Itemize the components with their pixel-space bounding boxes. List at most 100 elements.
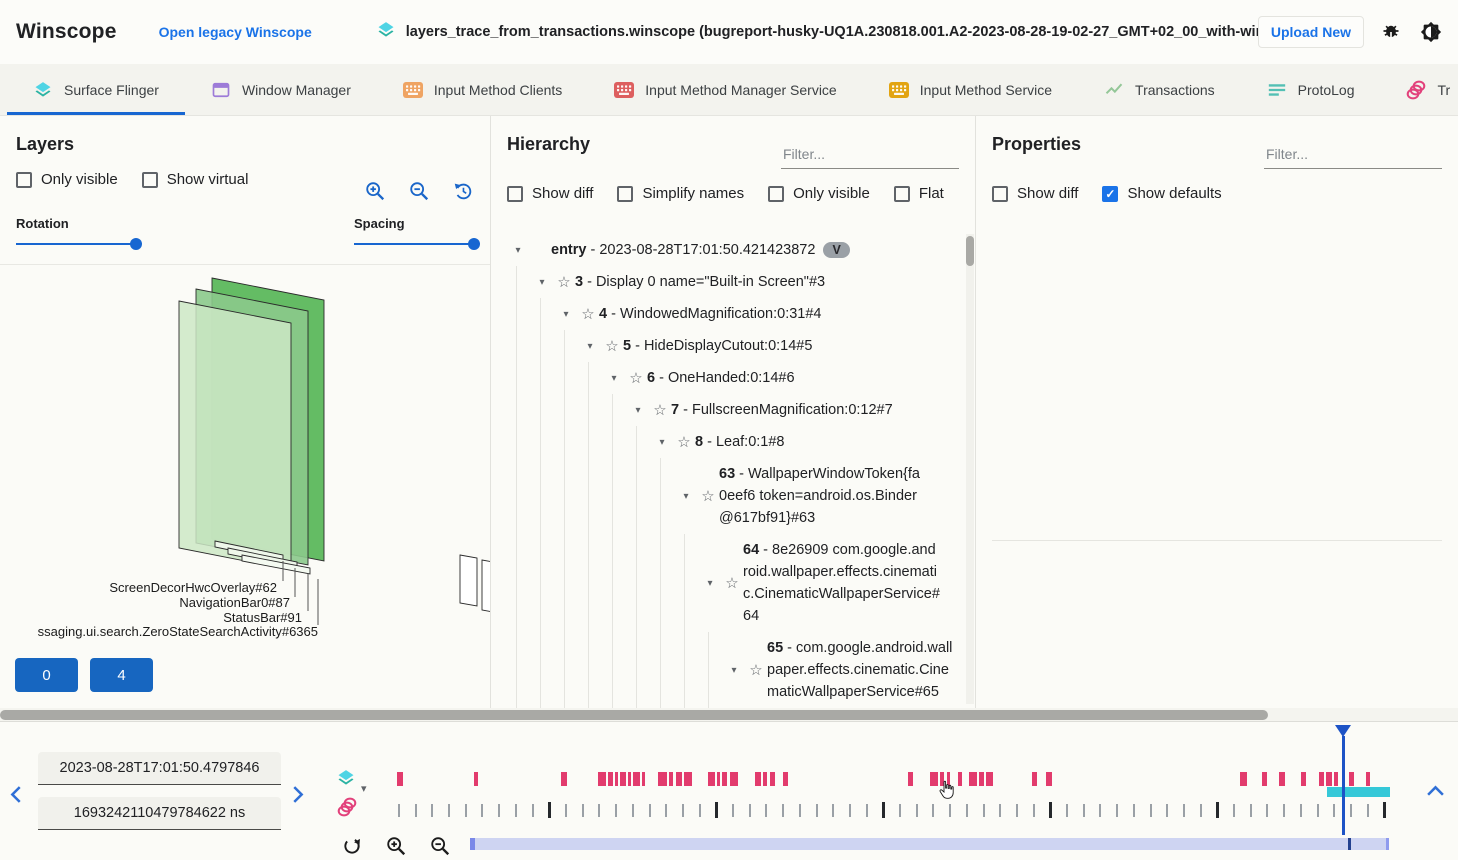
trace-event-mark[interactable] — [770, 772, 775, 786]
transaction-tick-mark[interactable] — [1083, 804, 1085, 817]
trace-event-mark[interactable] — [708, 772, 715, 786]
pin-star-icon[interactable]: ☆ — [557, 274, 571, 291]
checkbox-box[interactable] — [768, 185, 785, 202]
tree-node-entry[interactable]: ▾ entry - 2023-08-28T17:01:50.421423872 V — [507, 234, 963, 266]
transaction-tick-mark[interactable] — [749, 804, 751, 817]
trace-event-mark[interactable] — [755, 772, 761, 786]
transaction-tick-mark[interactable] — [431, 804, 433, 817]
transaction-tick-mark[interactable] — [1317, 804, 1319, 817]
tree-node-7[interactable]: ▾ ☆ 7 - FullscreenMagnification:0:12#7 — [627, 394, 963, 426]
next-entry-chevron[interactable] — [291, 785, 306, 807]
trace-event-mark[interactable] — [1326, 772, 1332, 786]
trace-event-mark[interactable] — [598, 772, 606, 786]
trace-event-mark[interactable] — [1319, 772, 1324, 786]
transaction-tick-mark[interactable] — [481, 804, 483, 817]
transaction-tick-mark[interactable] — [1300, 804, 1302, 817]
trace-event-mark[interactable] — [684, 772, 692, 786]
trace-event-mark[interactable] — [397, 772, 403, 786]
zoom-in-icon[interactable] — [362, 178, 388, 204]
checkbox-simplify-names[interactable]: Simplify names — [617, 185, 744, 202]
nanosecond-time-input[interactable] — [38, 797, 281, 830]
transaction-tick-mark[interactable] — [699, 804, 701, 817]
timeline-selection-range[interactable] — [1327, 787, 1390, 797]
pin-star-icon[interactable]: ☆ — [749, 662, 763, 679]
trace-event-mark[interactable] — [608, 772, 613, 786]
curtain-slider-button-right[interactable]: 4 — [90, 658, 153, 692]
transaction-tick-mark[interactable] — [799, 804, 801, 817]
tab-surface-flinger[interactable]: Surface Flinger — [7, 64, 185, 115]
transaction-tick-mark[interactable] — [782, 804, 784, 817]
pin-star-icon[interactable]: ☆ — [581, 306, 595, 323]
checkbox-flat[interactable]: Flat — [893, 185, 944, 202]
tree-node-3[interactable]: ▾ ☆ 3 - Display 0 name="Built-in Screen"#3 — [531, 266, 963, 298]
transaction-tick-mark[interactable] — [866, 804, 868, 817]
trace-event-mark[interactable] — [1301, 772, 1306, 786]
expand-arrow-icon[interactable]: ▾ — [515, 244, 521, 256]
transaction-tick-mark[interactable] — [1250, 804, 1252, 817]
transaction-tick-mark[interactable] — [999, 804, 1001, 817]
pin-star-icon[interactable]: ☆ — [701, 488, 715, 505]
checkbox-only-visible[interactable]: Only visible — [768, 185, 870, 202]
trace-event-mark[interactable] — [658, 772, 667, 786]
trace-event-mark[interactable] — [669, 772, 673, 786]
trace-event-mark[interactable] — [908, 772, 913, 786]
checkbox-box[interactable]: ✓ — [1102, 185, 1119, 202]
checkbox-show-diff[interactable]: Show diff — [992, 185, 1078, 202]
transaction-tick-mark[interactable] — [1183, 804, 1185, 817]
transaction-tick-mark[interactable] — [1099, 804, 1101, 817]
trace-event-mark[interactable] — [969, 772, 977, 786]
transaction-tick-mark[interactable] — [498, 804, 500, 817]
transaction-tick-mark[interactable] — [1150, 804, 1152, 817]
trace-event-mark[interactable] — [783, 772, 788, 786]
transaction-tick-mark[interactable] — [598, 804, 600, 817]
tree-node-64[interactable]: ▾ ☆ 64 - 8e26909 com.google.android.wallpa… — [699, 534, 963, 632]
trace-event-mark[interactable] — [947, 772, 950, 786]
pin-star-icon[interactable]: ☆ — [725, 575, 739, 592]
tree-node-5[interactable]: ▾ ☆ 5 - HideDisplayCutout:0:14#5 — [579, 330, 963, 362]
checkbox-show-diff[interactable]: Show diff — [507, 185, 593, 202]
transaction-tick-mark[interactable] — [1367, 804, 1369, 817]
transaction-tick-mark[interactable] — [665, 804, 667, 817]
transaction-tick-mark[interactable] — [565, 804, 567, 817]
tree-node-65[interactable]: ▾ ☆ 65 - com.google.android.wallpaper.effe… — [723, 632, 963, 708]
transaction-tick-mark[interactable] — [765, 804, 767, 817]
trace-event-mark[interactable] — [1334, 772, 1338, 786]
transaction-tick-mark[interactable] — [1233, 804, 1235, 817]
transaction-tick-mark[interactable] — [465, 804, 467, 817]
transaction-tick-mark[interactable] — [682, 804, 684, 817]
trace-event-mark[interactable] — [1262, 772, 1267, 786]
tab-window-manager[interactable]: Window Manager — [185, 64, 377, 115]
transaction-tick-mark[interactable] — [1133, 804, 1135, 817]
transaction-tick-mark[interactable] — [715, 802, 718, 818]
transaction-tick-mark[interactable] — [1016, 804, 1018, 817]
tab-protolog[interactable]: ProtoLog — [1241, 64, 1381, 115]
hierarchy-scrollbar[interactable] — [966, 234, 974, 704]
transaction-tick-mark[interactable] — [899, 804, 901, 817]
tree-node-4[interactable]: ▾ ☆ 4 - WindowedMagnification:0:31#4 — [555, 298, 963, 330]
trace-event-mark[interactable] — [763, 772, 767, 786]
transaction-tick-mark[interactable] — [448, 804, 450, 817]
rotation-slider-track[interactable] — [16, 238, 142, 250]
trace-event-mark[interactable] — [620, 772, 626, 786]
checkbox-box[interactable] — [617, 185, 634, 202]
transaction-tick-mark[interactable] — [966, 804, 968, 817]
pin-star-icon[interactable]: ☆ — [677, 434, 691, 451]
trace-event-mark[interactable] — [628, 772, 631, 786]
trace-event-mark[interactable] — [1279, 772, 1285, 786]
layers-3d-view[interactable] — [0, 264, 490, 649]
transaction-tick-mark[interactable] — [916, 804, 918, 817]
tree-node-63[interactable]: ▾ ☆ 63 - WallpaperWindowToken{fa0eef6 toke… — [675, 458, 963, 534]
properties-filter-input[interactable] — [1264, 140, 1442, 169]
trace-event-mark[interactable] — [717, 772, 720, 786]
zoom-out-icon[interactable] — [406, 178, 432, 204]
expand-arrow-icon[interactable]: ▾ — [731, 664, 737, 676]
checkbox-box[interactable] — [16, 171, 32, 188]
transaction-tick-mark[interactable] — [515, 804, 517, 817]
tab-tr[interactable]: Tr — [1380, 64, 1458, 115]
collapse-timeline-chevron[interactable] — [1426, 784, 1445, 800]
trace-event-mark[interactable] — [730, 772, 738, 786]
pin-star-icon[interactable]: ☆ — [629, 370, 643, 387]
checkbox-show-defaults[interactable]: ✓ Show defaults — [1102, 185, 1222, 202]
trace-event-mark[interactable] — [633, 772, 640, 786]
trace-event-mark[interactable] — [1240, 772, 1247, 786]
